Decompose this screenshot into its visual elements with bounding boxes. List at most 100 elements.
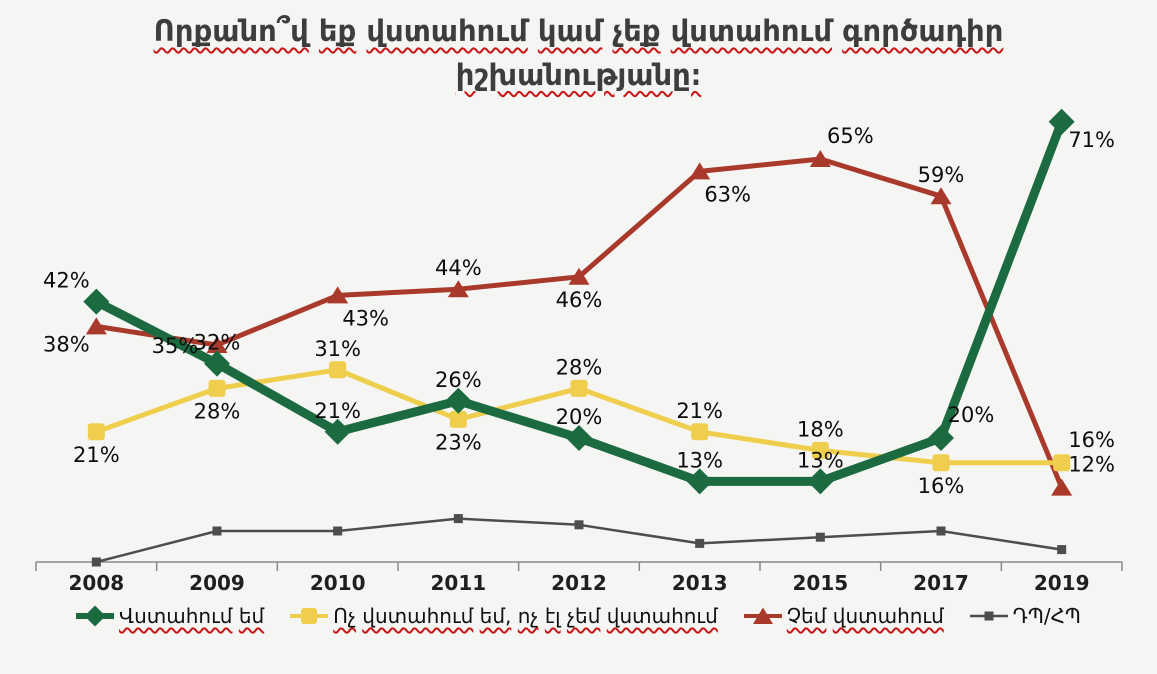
square-marker-2012: [570, 379, 588, 397]
squiggle-word: վստահում: [606, 604, 718, 628]
squiggle-word: Ոչ: [333, 604, 356, 628]
data-label-1-2011: 23%: [435, 430, 482, 454]
data-label-1-2012: 28%: [556, 355, 603, 379]
data-label-1-2015: 18%: [797, 417, 844, 441]
data-label-2-2019: 12%: [1068, 453, 1115, 477]
squiggle-word: գործադիր: [842, 14, 1004, 48]
small-square-marker-2015: [815, 532, 825, 542]
small-square-marker-2010: [333, 526, 343, 536]
x-axis-label-2019: 2019: [1034, 571, 1090, 595]
square-marker-2010: [329, 361, 347, 379]
legend-small-square-icon: [969, 611, 1008, 621]
square-marker-2019: [1053, 454, 1071, 472]
x-axis-label-2017: 2017: [913, 571, 969, 595]
squiggle-word: վստահում: [832, 604, 944, 628]
diamond-marker-2009: [204, 350, 230, 377]
triangle-marker-2017: [930, 187, 952, 205]
triangle-marker-2008: [85, 317, 107, 335]
diamond-marker-2015: [807, 468, 834, 495]
small-square-marker-2009: [212, 526, 222, 536]
data-label-2-2008: 38%: [43, 332, 90, 356]
legend-diamond-shape: [84, 605, 106, 627]
chart-title-line-2: իշխանությանը։: [0, 54, 1157, 98]
data-label-1-2008: 21%: [73, 443, 120, 467]
data-label-0-2013: 13%: [676, 448, 723, 472]
small-square-marker-2019: [1057, 545, 1067, 555]
data-label-0-2019: 71%: [1068, 128, 1115, 152]
data-label-1-2009: 28%: [194, 399, 241, 423]
x-axis-label-2010: 2010: [310, 571, 366, 595]
legend-label-3: ԴՊ/ՀՊ: [1012, 604, 1081, 628]
triangle-marker-2009: [206, 336, 228, 353]
square-marker-2015: [811, 441, 829, 459]
triangle-marker-2010: [327, 286, 349, 304]
x-axis-label-2008: 2008: [68, 571, 124, 595]
small-square-marker-2017: [936, 526, 946, 536]
legend-label-0: Վստահում եմ: [119, 604, 264, 628]
data-label-0-2009: 32%: [194, 331, 241, 355]
x-axis-label-2012: 2012: [551, 571, 607, 595]
data-label-0-2011: 26%: [435, 368, 482, 392]
chart-legend: Վստահում եմ Ոչ վստահում եմ, ոչ էլ չեմ վստ…: [0, 604, 1157, 628]
small-square-marker-2013: [695, 538, 705, 548]
x-axis-label-2011: 2011: [430, 571, 486, 595]
triangle-marker-2019: [1051, 478, 1073, 496]
triangle-marker-2012: [568, 267, 590, 285]
legend-label-1: Ոչ վստահում եմ, ոչ էլ չեմ վստահում: [333, 604, 718, 628]
diamond-marker-2017: [928, 425, 954, 451]
data-label-2-2010: 43%: [342, 306, 389, 330]
squiggle-word: եմ: [238, 604, 265, 628]
legend-label-2: Չեմ վստահում: [787, 604, 944, 628]
legend-square-shape: [301, 608, 318, 624]
square-marker-2009: [208, 379, 226, 397]
legend-item-3: ԴՊ/ՀՊ: [969, 604, 1081, 628]
legend-item-0: Վստահում եմ: [76, 604, 264, 628]
data-label-2-2012: 46%: [556, 288, 603, 312]
squiggle-word: Որքանո՞վ: [153, 14, 309, 48]
squiggle-word: կամ: [537, 14, 603, 48]
square-marker-2011: [449, 410, 467, 428]
squiggle-word: ոչ: [517, 604, 539, 628]
squiggle-word: վստահում: [670, 14, 833, 48]
data-label-2-2013: 63%: [704, 182, 751, 206]
series-3: [91, 514, 1067, 567]
triangle-marker-2015: [809, 150, 831, 167]
x-axis-label-2013: 2013: [672, 571, 728, 595]
series-0: [83, 108, 1075, 495]
small-square-marker-2012: [574, 520, 584, 530]
squiggle-word: չեք: [612, 14, 661, 48]
legend-item-1: Ոչ վստահում եմ, ոչ էլ չեմ վստահում: [290, 604, 718, 628]
legend-diamond-icon: [76, 605, 115, 627]
data-label-1-2019: 16%: [1068, 428, 1115, 452]
data-label-1-2010: 31%: [314, 337, 361, 361]
chart-title: Որքանո՞վ եք վստահում կամ չեք վստահում գո…: [0, 10, 1157, 97]
data-label-0-2010: 21%: [314, 399, 361, 423]
data-label-2-2011: 44%: [435, 256, 482, 280]
square-marker-2008: [87, 423, 105, 441]
small-square-marker-2011: [453, 514, 463, 524]
x-axis-label-2009: 2009: [189, 571, 245, 595]
legend-small-square-shape: [984, 611, 994, 621]
squiggle-word: վստահում: [362, 604, 474, 628]
legend-triangle-shape: [752, 607, 773, 624]
squiggle-word: Չեմ: [786, 604, 827, 628]
squiggle-word: չեմ: [566, 604, 601, 628]
series-2: [85, 150, 1073, 496]
legend-triangle-icon: [743, 607, 782, 624]
data-label-0-2012: 20%: [556, 405, 603, 429]
squiggle-word: վստահում: [366, 14, 528, 48]
small-square-marker-2008: [91, 557, 101, 567]
chart-title-line-1: Որքանո՞վ եք վստահում կամ չեք վստահում գո…: [0, 10, 1157, 54]
data-label-0-2015: 13%: [797, 448, 844, 472]
x-axis-label-2015: 2015: [792, 571, 848, 595]
square-marker-2013: [691, 423, 709, 441]
data-label-2-2015: 65%: [827, 124, 874, 148]
data-label-0-2017: 20%: [948, 403, 995, 427]
data-label-2-2009: 35%: [152, 334, 199, 358]
squiggle-word: եմ,: [479, 604, 512, 628]
diamond-marker-2008: [83, 288, 110, 315]
diamond-marker-2019: [1048, 108, 1075, 135]
data-label-1-2013: 21%: [676, 399, 723, 423]
squiggle-word: եք: [318, 14, 357, 48]
